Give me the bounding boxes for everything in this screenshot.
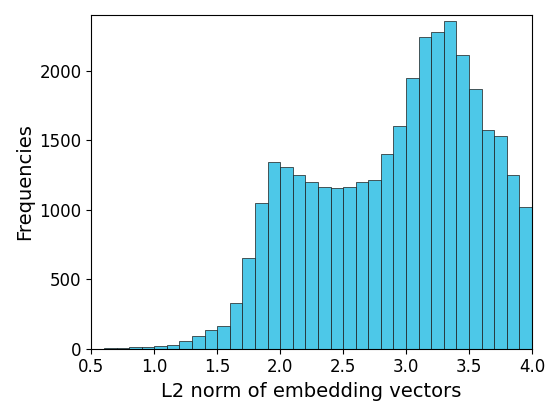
Bar [330,188,343,349]
Bar [180,341,192,349]
Bar [142,347,155,349]
Bar [343,188,356,349]
Bar [356,182,368,349]
Bar [268,162,280,349]
Y-axis label: Frequencies: Frequencies [15,124,34,240]
Bar [381,154,394,349]
Bar [469,89,482,349]
Bar [293,175,305,349]
Bar [242,258,255,349]
Bar [230,303,242,349]
Bar [217,326,230,349]
Bar [431,32,444,349]
Bar [368,181,381,349]
Bar [519,207,532,349]
Bar [167,344,180,349]
X-axis label: L2 norm of embedding vectors: L2 norm of embedding vectors [161,382,462,401]
Bar [129,347,142,349]
Bar [532,257,544,349]
Bar [544,280,557,349]
Bar [305,182,318,349]
Bar [192,336,204,349]
Bar [155,346,167,349]
Bar [280,166,293,349]
Bar [419,37,431,349]
Bar [204,330,217,349]
Bar [482,130,494,349]
Bar [255,203,268,349]
Bar [494,136,507,349]
Bar [116,348,129,349]
Bar [456,55,469,349]
Bar [444,20,456,349]
Bar [318,188,330,349]
Bar [406,77,419,349]
Bar [394,126,406,349]
Bar [507,175,519,349]
Bar [557,307,560,349]
